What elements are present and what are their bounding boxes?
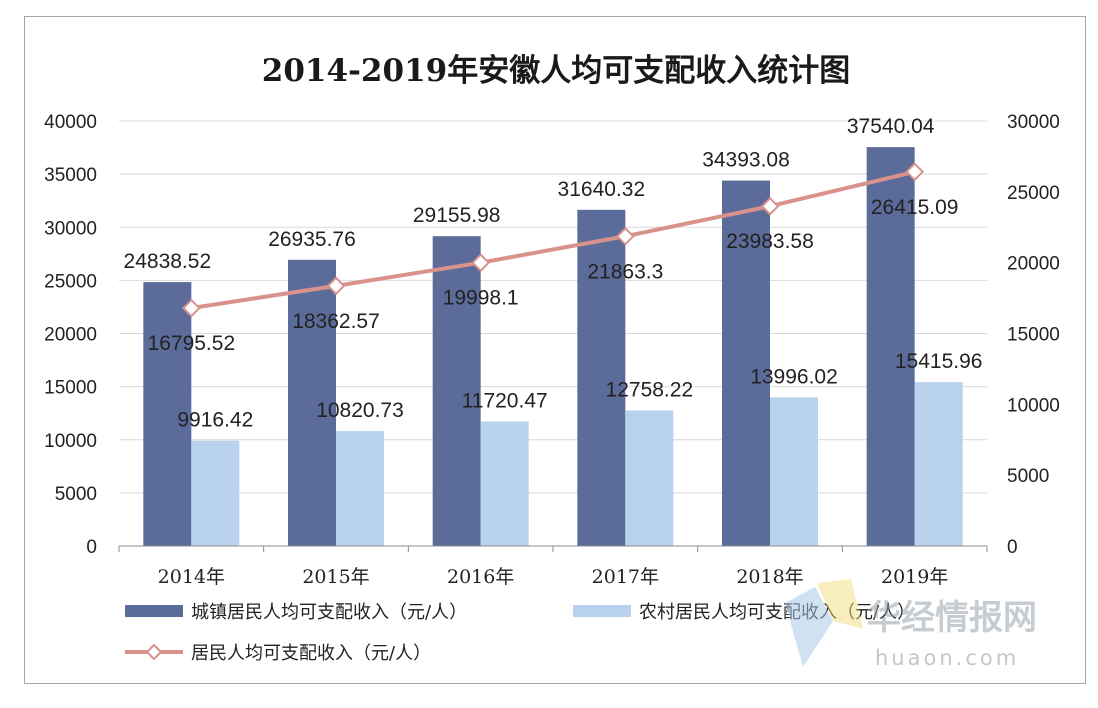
watermark-logo-mark-accent bbox=[817, 579, 863, 629]
bar bbox=[577, 209, 626, 546]
x-tick-label: 2016年 bbox=[447, 566, 514, 588]
y-left-tick-label: 30000 bbox=[44, 218, 97, 239]
line-point-marker bbox=[760, 196, 780, 216]
bar-data-label: 31640.32 bbox=[558, 178, 646, 201]
y-right-tick-label: 10000 bbox=[1007, 395, 1060, 416]
y-right-tick-label: 5000 bbox=[1007, 466, 1049, 487]
axes-layer: 0 5000 10000 15000 20000 25000 30000 35000 40000… bbox=[44, 112, 1060, 588]
y-left-tick-label: 10000 bbox=[44, 431, 97, 452]
bar-data-label: 24838.52 bbox=[124, 250, 212, 273]
line-data-label: 18362.57 bbox=[292, 310, 380, 333]
legend-label: 城镇居民人均可支配收入（元/人） bbox=[191, 602, 467, 623]
grid-layer bbox=[119, 120, 987, 494]
legend-marker bbox=[145, 643, 163, 661]
legend-swatch bbox=[573, 605, 631, 617]
chart-frame: 2014-2019年安徽人均可支配收入统计图 0 5000 10000 15000 20… bbox=[24, 16, 1086, 684]
bar bbox=[432, 236, 481, 546]
x-tick-label: 2014年 bbox=[158, 566, 225, 588]
y-left-tick-label: 25000 bbox=[44, 271, 97, 292]
x-tick-label: 2019年 bbox=[881, 566, 948, 588]
watermark-subtext: huaon.com bbox=[875, 646, 1019, 670]
bar bbox=[866, 147, 915, 546]
y-right-tick-label: 0 bbox=[1007, 537, 1018, 558]
line-point-marker bbox=[905, 162, 925, 182]
legend-label: 居民人均可支配收入（元/人） bbox=[191, 643, 431, 664]
y-right-tick-label: 20000 bbox=[1007, 254, 1060, 275]
bars-layer bbox=[143, 147, 963, 546]
y-right-tick-label: 15000 bbox=[1007, 325, 1060, 346]
watermark: 华经情报网 huaon.com bbox=[785, 579, 1037, 670]
x-tick-label: 2017年 bbox=[592, 566, 659, 588]
line-data-label: 19998.1 bbox=[443, 287, 519, 310]
bar bbox=[914, 382, 963, 546]
bar-data-label: 37540.04 bbox=[847, 115, 935, 138]
bar bbox=[722, 180, 770, 546]
x-tick-label: 2018年 bbox=[736, 566, 803, 588]
line-data-label: 26415.09 bbox=[871, 196, 959, 219]
y-left-tick-label: 15000 bbox=[44, 378, 97, 399]
watermark-text: 华经情报网 bbox=[867, 598, 1037, 638]
bar-data-label: 13996.02 bbox=[750, 365, 838, 388]
bar bbox=[625, 410, 674, 546]
line-data-label: 16795.52 bbox=[148, 332, 236, 355]
bar-data-label: 10820.73 bbox=[316, 399, 404, 422]
series-line bbox=[191, 169, 916, 311]
bar bbox=[770, 397, 818, 546]
bar-data-label: 34393.08 bbox=[702, 149, 790, 172]
line-data-label: 21863.3 bbox=[587, 260, 663, 283]
bar bbox=[143, 282, 192, 546]
line-layer bbox=[181, 162, 925, 318]
chart-title: 2014-2019年安徽人均可支配收入统计图 bbox=[262, 53, 850, 89]
bar bbox=[191, 440, 240, 546]
line-point-marker bbox=[181, 298, 201, 318]
watermark-logo-mark bbox=[785, 587, 833, 667]
line-point-marker bbox=[471, 253, 491, 273]
y-left-tick-label: 5000 bbox=[55, 484, 97, 505]
bar-data-label: 11720.47 bbox=[462, 389, 548, 412]
y-left-tick-label: 20000 bbox=[44, 325, 97, 346]
bar bbox=[480, 421, 529, 546]
bar-data-label: 26935.76 bbox=[268, 228, 356, 251]
labels-layer: 24838.52 26935.76 29155.98 31640.32 34393.08… bbox=[124, 115, 983, 432]
line-point-marker bbox=[615, 226, 635, 246]
bar-data-label: 15415.96 bbox=[895, 350, 983, 373]
bar bbox=[336, 431, 384, 546]
y-left-tick-label: 0 bbox=[86, 537, 97, 558]
bar-data-label: 12758.22 bbox=[606, 378, 694, 401]
bar-data-label: 29155.98 bbox=[413, 204, 501, 227]
bar-data-label: 9916.42 bbox=[177, 409, 253, 432]
y-left-tick-label: 40000 bbox=[44, 112, 97, 133]
chart-svg: 2014-2019年安徽人均可支配收入统计图 0 5000 10000 15000 20… bbox=[44, 53, 1060, 670]
legend-swatch bbox=[125, 605, 183, 617]
line-data-label: 23983.58 bbox=[726, 230, 814, 253]
bar bbox=[288, 259, 336, 546]
y-right-tick-label: 30000 bbox=[1007, 112, 1060, 133]
y-right-tick-label: 25000 bbox=[1007, 183, 1060, 204]
x-tick-label: 2015年 bbox=[302, 566, 369, 588]
line-point-marker bbox=[326, 276, 346, 296]
y-left-tick-label: 35000 bbox=[44, 165, 97, 186]
